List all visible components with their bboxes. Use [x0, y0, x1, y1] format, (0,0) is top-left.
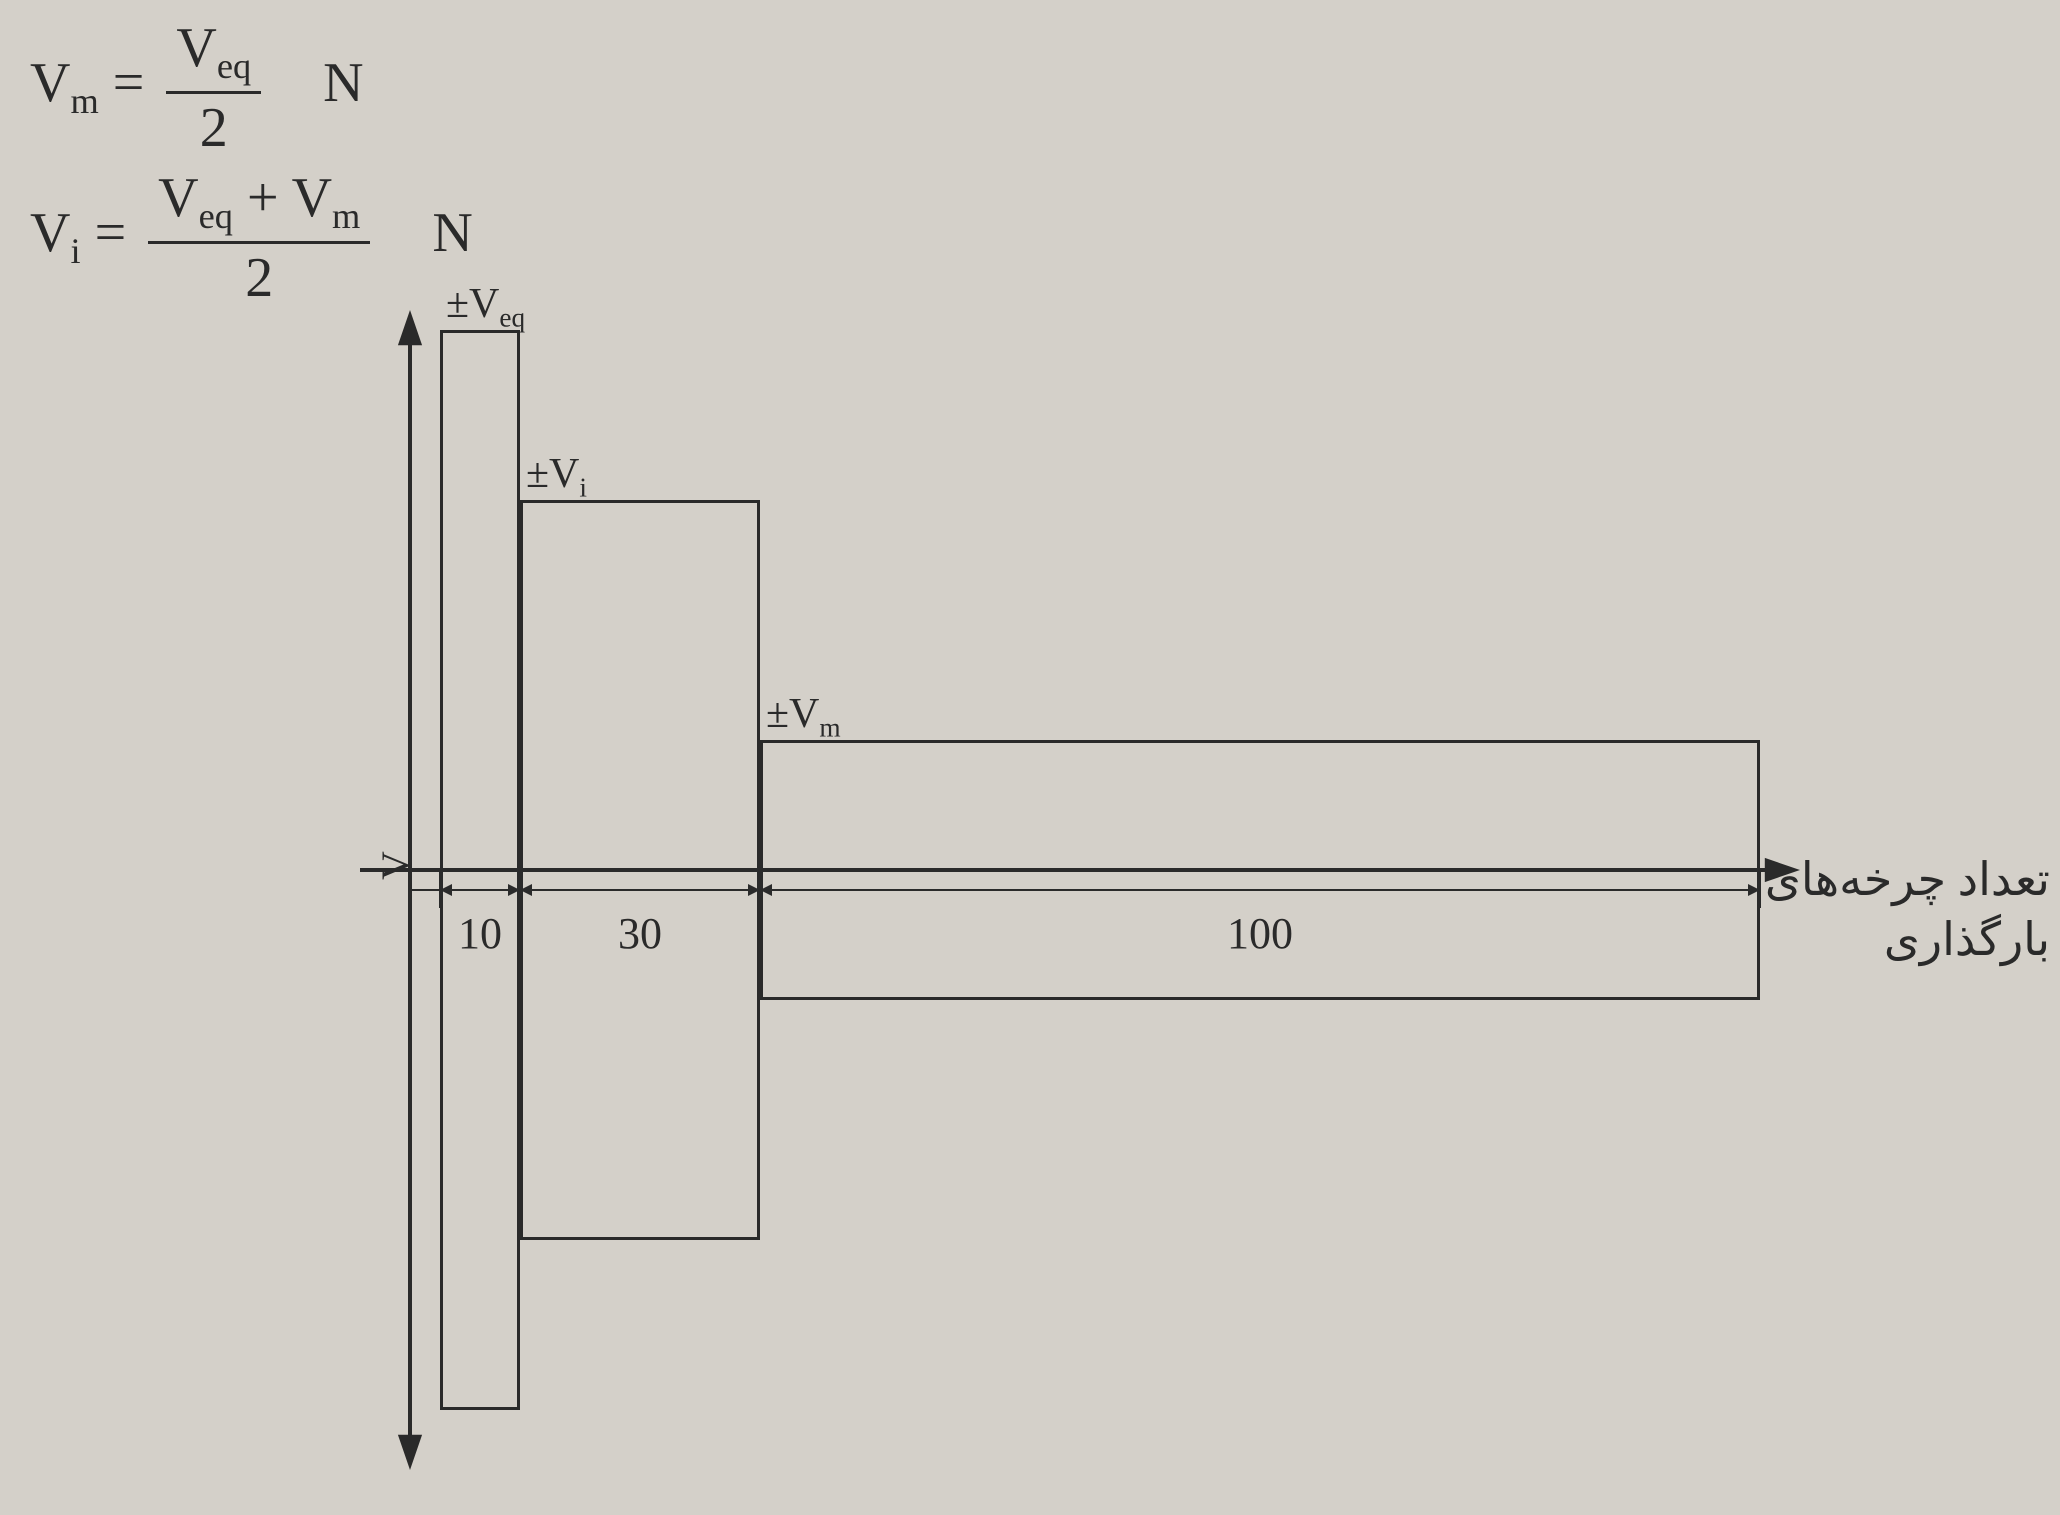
eq2-fraction: Veq + Vm 2	[148, 170, 370, 306]
bar-m-width-label: 100	[760, 908, 1760, 959]
eq2-lhs-sub: i	[70, 231, 80, 271]
bar-eq-label: ±Veq	[446, 280, 525, 333]
bar-m	[760, 740, 1760, 1000]
x-axis-title-line1: تعداد چرخه‌های	[1765, 854, 2050, 905]
eq1-num-sub: eq	[217, 46, 251, 86]
bar-i-width-label: 30	[520, 908, 760, 959]
eq1-unit: N	[323, 52, 363, 114]
bar-m-label: ±Vm	[766, 690, 841, 743]
eq1-fraction: Veq 2	[166, 20, 261, 156]
eq1-equals: =	[113, 52, 159, 114]
eq2-denominator: 2	[148, 241, 370, 306]
eq2-lhs-var: V	[30, 202, 70, 264]
bar-i	[520, 500, 760, 1240]
bar-i-label: ±Vi	[526, 450, 587, 503]
eq1-lhs: Vm	[30, 52, 113, 114]
equation-vi: Vi = Veq + Vm 2 N	[30, 170, 473, 306]
eq2-lhs: Vi	[30, 202, 95, 264]
load-cycles-diagram: V تعداد چرخه‌های بارگذاری ±Veq10±Vi30±Vm…	[300, 310, 2000, 1490]
x-axis-title: تعداد چرخه‌های بارگذاری	[1750, 850, 2050, 970]
eq2-unit: N	[432, 202, 472, 264]
equation-vm: Vm = Veq 2 N	[30, 20, 364, 156]
eq1-lhs-var: V	[30, 52, 70, 114]
eq1-numerator: Veq	[166, 20, 261, 85]
eq2-num-op: +	[247, 167, 279, 229]
eq2-num-right-var: V	[292, 167, 332, 229]
eq1-lhs-sub: m	[70, 81, 98, 121]
x-axis-title-line2: بارگذاری	[1884, 914, 2050, 965]
eq2-equals: =	[95, 202, 141, 264]
eq2-num-left-var: V	[158, 167, 198, 229]
eq2-num-right-sub: m	[332, 196, 360, 236]
eq2-numerator: Veq + Vm	[148, 170, 370, 235]
eq1-denominator: 2	[166, 91, 261, 156]
eq1-num-var: V	[176, 17, 216, 79]
bar-eq-width-label: 10	[440, 908, 520, 959]
eq2-num-left-sub: eq	[199, 196, 233, 236]
bar-eq	[440, 330, 520, 1410]
